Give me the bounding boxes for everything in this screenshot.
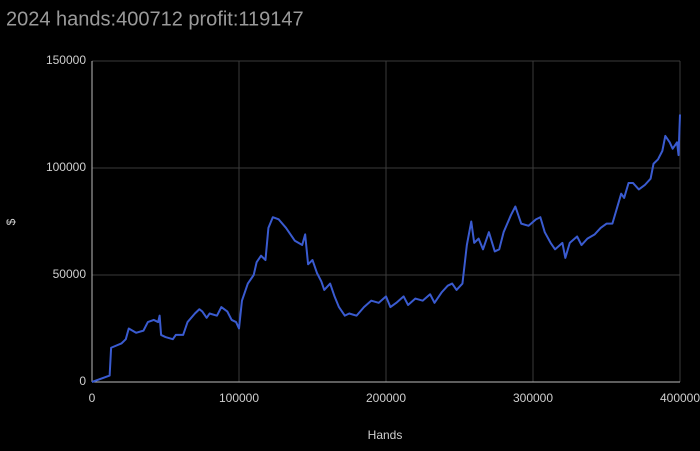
y-tick-label: 0 [79, 374, 86, 388]
y-tick-label: 50000 [53, 267, 87, 281]
x-tick-label: 100000 [219, 391, 259, 405]
x-tick-label: 400000 [660, 391, 700, 405]
x-axis-label: Hands [368, 428, 403, 442]
y-tick-label: 100000 [46, 160, 86, 174]
x-tick-label: 200000 [366, 391, 406, 405]
x-tick-label: 300000 [513, 391, 553, 405]
data-line [91, 114, 681, 383]
y-tick-label: 150000 [46, 53, 86, 67]
y-axis-label: $ [4, 218, 18, 225]
chart-title: 2024 hands:400712 profit:119147 [6, 8, 304, 30]
x-tick-label: 0 [89, 391, 96, 405]
